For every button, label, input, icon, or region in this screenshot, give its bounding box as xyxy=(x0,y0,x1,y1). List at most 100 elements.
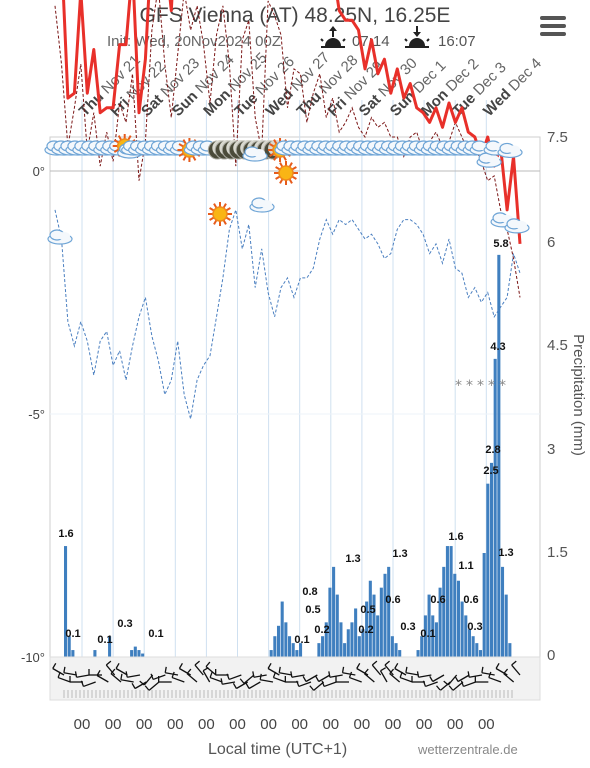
precip-bar xyxy=(280,601,284,657)
wind-barb xyxy=(371,660,382,676)
precip-bar xyxy=(508,643,512,657)
wind-barb xyxy=(389,668,401,683)
wind-barb xyxy=(178,662,191,676)
wind-barb xyxy=(105,660,116,676)
y-tick-left: -5° xyxy=(28,407,45,422)
wind-barb xyxy=(394,662,407,676)
wind-barb xyxy=(290,671,305,678)
precip-bar xyxy=(299,643,303,657)
precip-bar xyxy=(372,594,376,657)
wind-barb xyxy=(164,666,179,676)
wind-barb xyxy=(302,674,318,683)
wind-barb xyxy=(315,674,331,683)
wind-barb xyxy=(296,680,312,688)
precip-bar xyxy=(357,636,361,657)
precip-bar xyxy=(445,546,449,657)
precip-bar xyxy=(137,650,141,657)
menu-icon[interactable] xyxy=(540,16,566,38)
precip-bar xyxy=(387,566,391,657)
x-tick-label: 00 xyxy=(416,716,433,733)
precip-bar xyxy=(295,650,299,657)
wind-barb xyxy=(436,681,451,691)
snow-mark: * xyxy=(488,378,495,394)
precip-data-label: 0.8 xyxy=(302,586,317,598)
temperature-line xyxy=(62,0,522,245)
precip-data-label: 0.1 xyxy=(148,628,163,640)
wind-barb xyxy=(416,671,432,678)
precip-bar xyxy=(332,566,336,657)
precip-data-label: 1.3 xyxy=(392,548,407,560)
precip-bar xyxy=(394,643,398,657)
x-tick-label: 00 xyxy=(198,716,215,733)
wind-barb xyxy=(511,660,521,676)
source-label[interactable]: wetterzentrale.de xyxy=(418,742,518,757)
precip-bar xyxy=(471,636,475,657)
snow-mark: * xyxy=(477,378,484,394)
wind-barb xyxy=(272,671,286,683)
sunrise-icon xyxy=(320,26,346,50)
precip-bar xyxy=(361,629,365,657)
wind-barb xyxy=(144,681,160,691)
precip-bar xyxy=(339,622,343,657)
x-tick-label: 00 xyxy=(167,716,184,733)
precip-bar xyxy=(442,566,446,657)
wind-barb xyxy=(384,660,394,676)
x-tick-label: 00 xyxy=(229,716,246,733)
precip-bar xyxy=(269,650,273,657)
precip-bar xyxy=(416,650,420,657)
wind-barb xyxy=(80,680,96,688)
precip-bar xyxy=(343,643,347,657)
precip-bar xyxy=(493,358,497,657)
dewpoint-line xyxy=(54,0,521,298)
y-tick-right: 3 xyxy=(547,441,555,458)
precip-bar xyxy=(335,594,339,657)
precip-bar xyxy=(379,587,383,657)
wind-barb xyxy=(69,676,83,683)
precip-bar xyxy=(456,580,460,657)
precip-data-label: 1.3 xyxy=(345,553,360,565)
sunset-time: 16:07 xyxy=(438,33,476,50)
wind-barb xyxy=(171,671,185,683)
precip-data-label: 0.5 xyxy=(305,604,320,616)
precip-bar xyxy=(482,553,486,657)
wind-barb xyxy=(226,673,242,681)
wind-barb xyxy=(63,666,77,676)
precip-bar xyxy=(93,650,97,657)
precip-data-label: 1.6 xyxy=(448,531,463,543)
precip-bar xyxy=(354,608,358,657)
precip-bar xyxy=(497,254,501,657)
wind-barb xyxy=(448,681,464,691)
wind-barb xyxy=(495,662,508,676)
precip-bar xyxy=(350,622,354,657)
precip-bar xyxy=(423,615,427,657)
wind-barb xyxy=(57,671,71,683)
precip-data-label: 0.1 xyxy=(65,628,80,640)
precip-bar xyxy=(438,587,442,657)
wind-barb xyxy=(259,673,274,683)
wind-barb xyxy=(194,660,204,676)
precip-bar xyxy=(390,636,394,657)
wind-barb xyxy=(321,680,337,688)
y-tick-right: 4.5 xyxy=(547,337,568,354)
y-tick-right: 1.5 xyxy=(547,544,568,561)
wind-barb xyxy=(460,680,476,688)
wind-barb xyxy=(115,662,128,676)
wind-barb xyxy=(52,662,65,676)
precip-bar xyxy=(431,615,435,657)
precip-bar xyxy=(434,622,438,657)
precip-bar xyxy=(346,629,350,657)
wind-barb xyxy=(209,671,223,683)
snow-mark: * xyxy=(466,378,473,394)
precip-bar xyxy=(478,650,483,657)
wind-barb xyxy=(405,666,419,676)
precip-bar xyxy=(449,546,453,657)
plot-area xyxy=(49,136,541,658)
wind-barb xyxy=(220,678,236,685)
precip-data-label: 0.6 xyxy=(463,594,478,606)
x-tick-label: 00 xyxy=(385,716,402,733)
precip-bar xyxy=(383,573,387,657)
chart-title: GFS Vienna (AT) 48.25N, 16.25E xyxy=(139,4,451,27)
wind-barb xyxy=(125,671,141,678)
precip-bar xyxy=(273,636,277,657)
precip-data-label: 0.1 xyxy=(420,628,435,640)
